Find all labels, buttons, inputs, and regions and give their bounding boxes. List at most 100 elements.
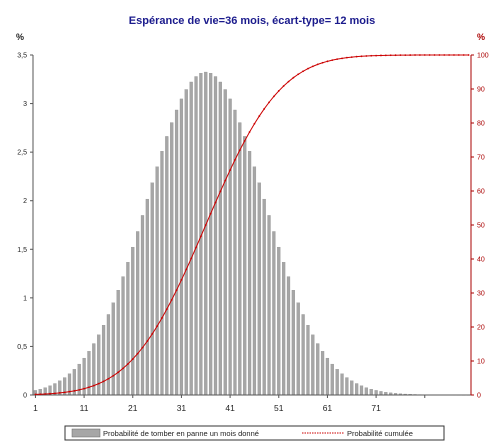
- cumulative-point: [297, 73, 300, 76]
- cumulative-point: [127, 363, 129, 365]
- cumulative-point: [428, 54, 431, 56]
- cumulative-point: [219, 190, 222, 193]
- cumulative-point: [234, 159, 236, 161]
- bar-month-38: [213, 76, 218, 396]
- y-right-tick-label: 10: [477, 359, 485, 366]
- cumulative-point: [39, 393, 42, 396]
- cumulative-point: [165, 308, 168, 311]
- bar-month-43: [238, 122, 242, 396]
- y-right-tick-label: 30: [477, 291, 485, 298]
- bar-month-21: [131, 246, 135, 396]
- cumulative-point: [316, 63, 319, 66]
- cumulative-point: [243, 139, 246, 142]
- cumulative-point: [346, 56, 348, 59]
- bar-month-63: [335, 369, 339, 396]
- cumulative-point: [229, 169, 232, 171]
- cumulative-probability-line: [35, 54, 469, 395]
- bar-month-48: [262, 198, 266, 396]
- bar-month-20: [126, 262, 130, 396]
- bar-month-25: [150, 182, 154, 396]
- bar-month-36: [204, 71, 208, 396]
- cumulative-point: [341, 57, 343, 60]
- cumulative-point: [156, 325, 159, 328]
- bar-month-18: [116, 289, 120, 396]
- cumulative-point: [462, 54, 465, 56]
- cumulative-point: [443, 54, 446, 56]
- cumulative-point: [209, 212, 212, 215]
- cumulative-point: [34, 393, 37, 396]
- bar-month-14: [97, 334, 101, 396]
- cumulative-point: [336, 58, 339, 61]
- cumulative-point: [331, 59, 334, 62]
- bar-month-51: [277, 246, 281, 396]
- cumulative-point: [453, 54, 455, 56]
- cumulative-point: [170, 298, 173, 301]
- bar-month-69: [364, 387, 368, 396]
- bar-month-56: [301, 314, 305, 396]
- cumulative-point: [238, 149, 241, 152]
- cumulative-point: [97, 382, 100, 385]
- bar-month-61: [325, 357, 330, 396]
- bar-month-45: [247, 151, 252, 396]
- bar-month-16: [106, 314, 111, 396]
- cumulative-point: [68, 390, 71, 393]
- bar-month-66: [350, 380, 354, 396]
- bar-month-54: [291, 289, 295, 396]
- bar-month-72: [379, 391, 383, 396]
- bar-month-40: [223, 89, 227, 396]
- bar-month-70: [369, 389, 373, 396]
- x-tick-label: 51: [274, 403, 284, 413]
- cumulative-point: [326, 60, 329, 63]
- cumulative-point: [107, 377, 110, 380]
- cumulative-point: [380, 54, 382, 57]
- cumulative-point: [302, 70, 304, 73]
- cumulative-point: [190, 257, 193, 260]
- cumulative-point: [282, 85, 285, 87]
- cumulative-point: [384, 54, 387, 57]
- cumulative-point: [423, 54, 426, 56]
- y-right-tick-label: 70: [477, 155, 485, 162]
- left-axis-unit: %: [16, 32, 24, 42]
- y-right-tick-label: 0: [477, 393, 481, 400]
- bar-month-34: [194, 76, 198, 396]
- cumulative-point: [457, 54, 460, 56]
- cumulative-point: [73, 389, 76, 392]
- bar-month-53: [286, 276, 291, 396]
- legend-bar-swatch: [71, 428, 101, 438]
- bar-series: [33, 71, 471, 396]
- y-left-tick-label: 0: [23, 393, 27, 400]
- cumulative-point: [141, 346, 144, 349]
- cumulative-point: [224, 179, 227, 182]
- cumulative-line-layer: [34, 54, 470, 396]
- bar-month-24: [145, 198, 149, 396]
- bar-month-49: [267, 215, 271, 396]
- y-left-tick-label: 2,5: [17, 150, 27, 157]
- bar-month-27: [160, 151, 164, 396]
- cumulative-point: [311, 65, 314, 68]
- bar-month-31: [179, 98, 184, 396]
- x-tick-label: 31: [177, 403, 187, 413]
- cumulative-point: [360, 55, 363, 58]
- cumulative-point: [321, 61, 324, 64]
- cumulative-point: [78, 388, 81, 391]
- cumulative-point: [263, 108, 266, 110]
- legend: Probabilité de tomber en panne un mois d…: [64, 425, 445, 441]
- y-right-tick-label: 90: [477, 87, 485, 94]
- cumulative-point: [214, 201, 217, 204]
- cumulative-point: [58, 391, 61, 394]
- bar-month-59: [316, 343, 320, 396]
- bar-month-28: [165, 136, 169, 396]
- cumulative-point: [54, 392, 56, 395]
- cumulative-point: [389, 54, 392, 57]
- bar-month-39: [218, 81, 222, 396]
- cumulative-point: [448, 54, 450, 56]
- bar-month-57: [306, 325, 310, 396]
- bar-month-65: [345, 377, 349, 396]
- cumulative-point: [273, 95, 275, 98]
- bar-month-37: [209, 73, 213, 396]
- cumulative-point: [122, 367, 124, 370]
- bar-month-13: [92, 343, 96, 396]
- bar-month-52: [282, 262, 286, 396]
- cumulative-point: [277, 90, 280, 92]
